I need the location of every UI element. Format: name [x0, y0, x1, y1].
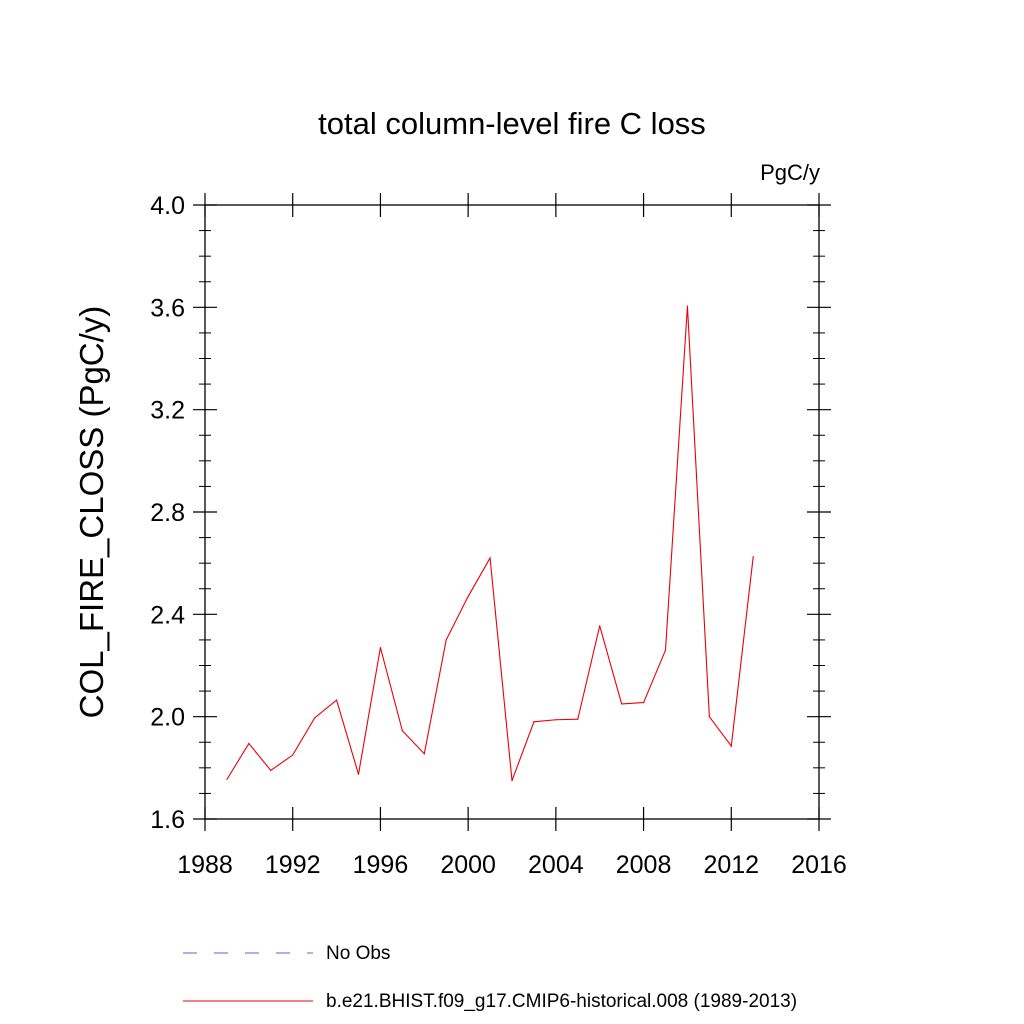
data-point: [467, 595, 469, 598]
y-tick-label: 2.0: [150, 704, 185, 732]
series-line-0: [226, 306, 754, 781]
y-tick-label: 2.8: [150, 499, 185, 527]
y-axis-label: COL_FIRE_CLOSS (PgC/y): [73, 306, 110, 719]
legend-label-model: b.e21.BHIST.f09_g17.CMIP6-historical.008…: [326, 991, 797, 1012]
plot-frame: [204, 204, 820, 820]
y-axis-ticks: 1.6 2.0 2.4 2.8 3.2 3.6 4.0: [150, 192, 831, 834]
x-tick-label: 2008: [616, 851, 672, 879]
data-point: [335, 699, 338, 701]
x-tick-label: 1996: [353, 851, 409, 879]
data-series: [226, 305, 754, 782]
y-tick-label: 2.4: [150, 601, 185, 629]
y-tick-label: 3.2: [150, 397, 185, 425]
data-point: [577, 718, 579, 720]
y-tick-label: 3.6: [150, 294, 185, 322]
x-tick-label: 2016: [791, 851, 847, 879]
data-point: [730, 745, 732, 747]
data-point: [445, 639, 447, 641]
x-tick-label: 1992: [265, 851, 321, 879]
data-point: [708, 716, 710, 718]
data-point: [511, 780, 513, 782]
data-point: [686, 305, 689, 307]
data-point: [270, 769, 272, 771]
data-point: [423, 753, 425, 755]
y-tick-label: 1.6: [150, 806, 185, 834]
data-point: [642, 701, 645, 704]
x-tick-label: 2000: [440, 851, 496, 879]
chart-title: total column-level fire C loss: [318, 106, 706, 141]
data-point: [379, 646, 382, 649]
data-point: [664, 649, 667, 651]
data-point: [599, 625, 601, 627]
data-point: [752, 556, 754, 558]
x-axis-ticks: 1988 1992 1996 2000 2004 2008 2012 2016: [177, 193, 847, 879]
data-point: [226, 778, 228, 780]
data-point: [533, 721, 535, 723]
data-point: [489, 557, 491, 559]
x-tick-label: 2004: [528, 851, 584, 879]
units-label: PgC/y: [760, 160, 820, 185]
data-point: [555, 719, 557, 721]
x-tick-label: 2012: [703, 851, 759, 879]
data-point: [314, 717, 316, 719]
data-point: [292, 754, 294, 756]
x-tick-label: 1988: [177, 851, 233, 879]
data-point: [401, 730, 403, 732]
data-point: [621, 703, 623, 705]
legend-label-no-obs: No Obs: [326, 943, 390, 964]
data-point: [248, 742, 250, 745]
data-point: [357, 773, 360, 775]
legend: No Obs b.e21.BHIST.f09_g17.CMIP6-histori…: [183, 943, 797, 1012]
y-tick-label: 4.0: [150, 192, 185, 220]
